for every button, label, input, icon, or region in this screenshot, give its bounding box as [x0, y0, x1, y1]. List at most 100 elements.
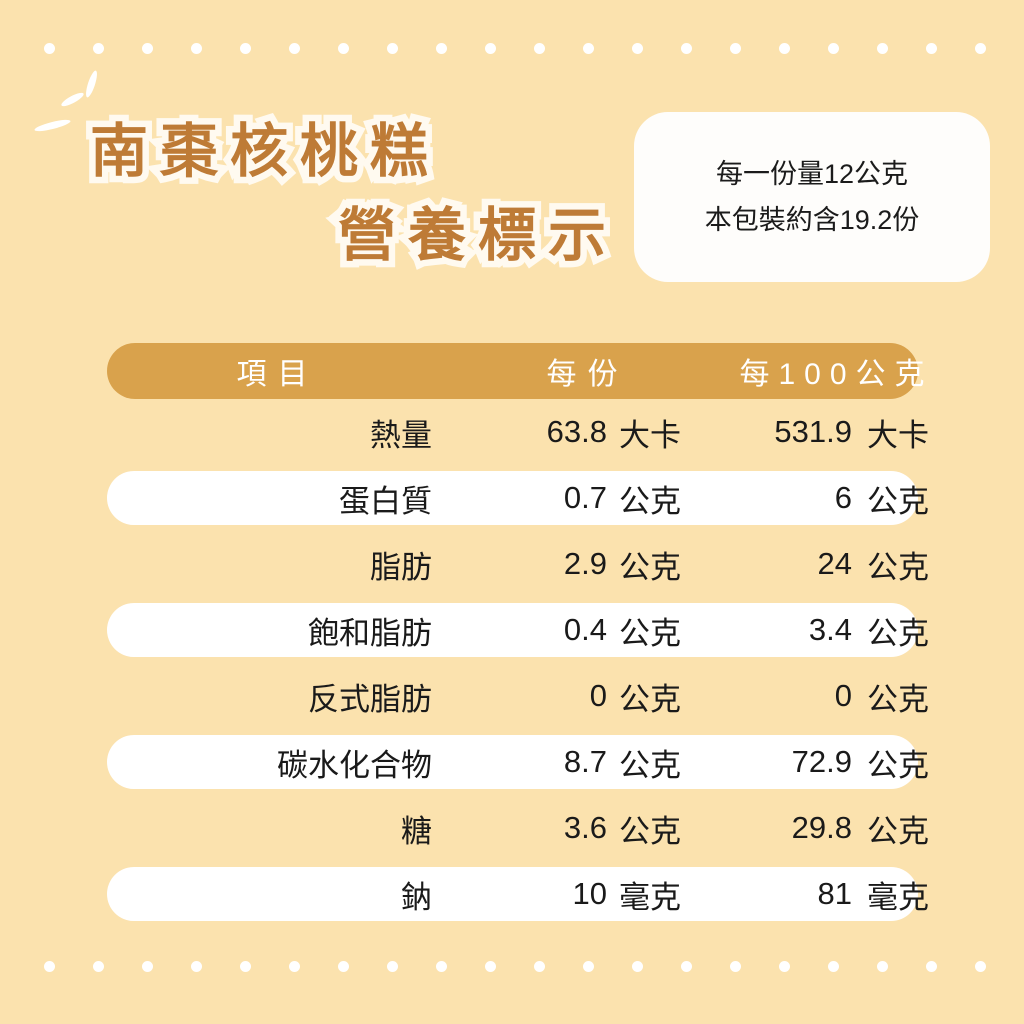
decorative-dot: [828, 42, 839, 54]
decorative-dot-row-bottom: [0, 960, 1024, 972]
decorative-dot: [436, 42, 447, 54]
header-item: 項目: [236, 358, 319, 391]
table-row: 蛋白質 0.7 公克 6 公克: [107, 465, 929, 531]
table-row: 鈉 10 毫克 81 毫克: [107, 861, 929, 927]
row-serving-value: 3.6: [563, 810, 607, 845]
row-item-label: 熱量: [370, 417, 432, 453]
row-serving-unit: 公克: [619, 747, 681, 783]
nutrition-table: 項目 每份 每100公克 熱量 63.8 大卡 531.9 大卡 蛋白質 0.7 公克 6 公克脂…: [107, 343, 929, 927]
row-per100-unit: 公克: [867, 747, 929, 783]
serving-info-card: 每一份量12公克 本包裝約含19.2份: [634, 112, 990, 282]
decorative-dot: [289, 42, 300, 54]
row-per100-value: 81: [817, 876, 852, 911]
decorative-dot: [338, 960, 349, 972]
row-pill: [107, 471, 918, 525]
row-pill: [107, 867, 918, 921]
decorative-dot: [681, 960, 692, 972]
decorative-dot: [191, 42, 202, 54]
decorative-dot: [44, 960, 55, 972]
row-per100-value: 531.9: [774, 414, 852, 449]
row-per100-value: 0: [834, 678, 852, 713]
decorative-dot: [583, 42, 594, 54]
row-serving-value: 0.7: [563, 480, 607, 515]
row-serving-value: 8.7: [563, 744, 607, 779]
decorative-dot: [877, 960, 888, 972]
row-per100-value: 6: [834, 480, 852, 515]
decorative-dot: [142, 960, 153, 972]
row-item-label: 飽和脂肪: [308, 615, 432, 651]
row-serving-value: 2.9: [563, 546, 607, 581]
row-per100-unit: 毫克: [867, 879, 929, 915]
row-item-label: 鈉: [401, 879, 432, 915]
table-body: 熱量 63.8 大卡 531.9 大卡 蛋白質 0.7 公克 6 公克 脂肪 2.9 公克 24 公克 飽和脂…: [107, 399, 929, 927]
sparkle-icon: [59, 90, 86, 109]
decorative-dot: [93, 42, 104, 54]
decorative-dot: [338, 42, 349, 54]
decorative-dot-row-top: [0, 42, 1024, 54]
table-row: 糖 3.6 公克 29.8 公克: [107, 795, 929, 861]
row-pill: [107, 735, 918, 789]
table-row: 熱量 63.8 大卡 531.9 大卡: [107, 399, 929, 465]
decorative-dot: [828, 960, 839, 972]
decorative-dot: [975, 42, 986, 54]
table-header-row: 項目 每份 每100公克: [107, 343, 925, 399]
decorative-dot: [387, 42, 398, 54]
subtitle-nutrition-label: 營養標示: [331, 197, 618, 275]
row-per100-unit: 公克: [867, 813, 929, 849]
row-serving-value: 0.4: [563, 612, 607, 647]
row-serving-value: 10: [572, 876, 607, 911]
row-serving-unit: 毫克: [619, 879, 681, 915]
row-per100-unit: 大卡: [867, 417, 929, 453]
sparkle-icon: [33, 117, 72, 134]
decorative-dot: [485, 960, 496, 972]
table-row: 反式脂肪 0 公克 0 公克: [107, 663, 929, 729]
row-per100-value: 3.4: [808, 612, 852, 647]
table-row: 碳水化合物 8.7 公克 72.9 公克: [107, 729, 929, 795]
row-per100-value: 29.8: [791, 810, 852, 845]
serving-size-text: 每一份量12公克: [715, 159, 909, 189]
product-name: 南棗核桃糕: [84, 113, 441, 191]
row-serving-unit: 公克: [619, 615, 681, 651]
decorative-dot: [44, 42, 55, 54]
row-serving-unit: 公克: [619, 813, 681, 849]
decorative-dot: [240, 960, 251, 972]
decorative-dot: [93, 960, 104, 972]
row-serving-unit: 公克: [619, 681, 681, 717]
decorative-dot: [142, 42, 153, 54]
table-row: 飽和脂肪 0.4 公克 3.4 公克: [107, 597, 929, 663]
row-per100-unit: 公克: [867, 681, 929, 717]
decorative-dot: [583, 960, 594, 972]
sparkle-icon: [83, 69, 100, 99]
decorative-dot: [534, 42, 545, 54]
row-per100-unit: 公克: [867, 615, 929, 651]
page-title: 南棗核桃糕 營養標示: [84, 110, 624, 278]
row-serving-unit: 公克: [619, 549, 681, 585]
decorative-dot: [436, 960, 447, 972]
row-pill: [107, 603, 918, 657]
decorative-dot: [289, 960, 300, 972]
row-serving-value: 63.8: [546, 414, 607, 449]
decorative-dot: [387, 960, 398, 972]
header-pill: [107, 343, 918, 399]
row-per100-unit: 公克: [867, 483, 929, 519]
row-per100-value: 72.9: [791, 744, 852, 779]
row-item-label: 糖: [401, 813, 432, 849]
decorative-dot: [632, 960, 643, 972]
decorative-dot: [926, 42, 937, 54]
row-per100-unit: 公克: [867, 549, 929, 585]
decorative-dot: [632, 42, 643, 54]
row-item-label: 脂肪: [370, 549, 432, 585]
decorative-dot: [191, 960, 202, 972]
decorative-dot: [681, 42, 692, 54]
header-per-100g: 每100公克: [739, 358, 934, 391]
decorative-dot: [730, 42, 741, 54]
header-per-serving: 每份: [546, 358, 629, 391]
row-serving-unit: 大卡: [619, 417, 681, 453]
decorative-dot: [779, 42, 790, 54]
decorative-dot: [534, 960, 545, 972]
table-row: 脂肪 2.9 公克 24 公克: [107, 531, 929, 597]
decorative-dot: [975, 960, 986, 972]
decorative-dot: [877, 42, 888, 54]
decorative-dot: [240, 42, 251, 54]
